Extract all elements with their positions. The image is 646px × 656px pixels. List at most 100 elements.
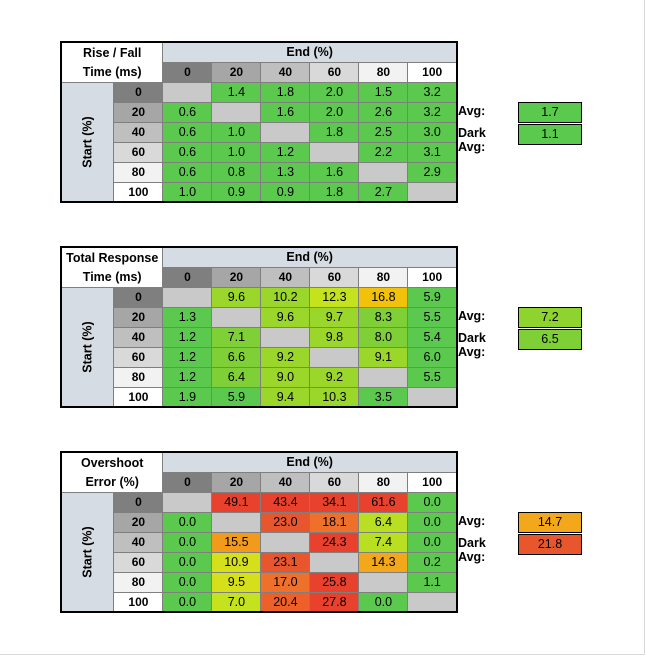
heatmap-cell: 61.6 [358,491,409,513]
row-header: 0 [113,286,164,308]
heatmap-cell: 9.6 [260,306,311,328]
heatmap-cell [358,571,409,593]
heatmap-cell: 0.6 [162,141,213,163]
heatmap-cell: 5.9 [407,286,458,308]
heatmap-cell: 5.5 [407,306,458,328]
table-title-line1: Rise / Fall [60,41,164,62]
column-header: 100 [407,471,458,493]
column-header: 0 [162,471,213,493]
heatmap-cell: 9.8 [309,326,360,348]
heatmap-table: Rise / Fall End (%) Time (ms) 0 20 40 60 80 100 S… [60,41,458,203]
column-header: 20 [211,61,262,83]
heatmap-cell: 1.6 [260,101,311,123]
heatmap-cell: 0.0 [358,591,409,613]
row-header: 100 [113,181,164,203]
heatmap-cell: 6.0 [407,346,458,368]
column-header: 60 [309,61,360,83]
row-header: 60 [113,551,164,573]
table-title-line2: Error (%) [60,472,164,493]
heatmap-cell: 34.1 [309,491,360,513]
dark-avg-label: Dark Avg: [458,126,486,154]
heatmap-cell: 9.5 [211,571,262,593]
heatmap-cell [260,121,311,143]
heatmap-cell: 1.8 [260,81,311,103]
heatmap-cell: 15.5 [211,531,262,553]
heatmap-cell: 1.8 [309,181,360,203]
column-header: 0 [162,266,213,288]
heatmap-cell: 2.9 [407,161,458,183]
heatmap-cell [260,531,311,553]
column-header: 100 [407,266,458,288]
heatmap-cell: 0.8 [211,161,262,183]
heatmap-cell [162,286,213,308]
row-header: 0 [113,491,164,513]
heatmap-cell: 0.0 [162,511,213,533]
heatmap-cell: 2.7 [358,181,409,203]
heatmap-cell: 5.4 [407,326,458,348]
heatmap-cell: 0.6 [162,121,213,143]
heatmap-cell: 7.4 [358,531,409,553]
heatmap-cell: 10.2 [260,286,311,308]
heatmap-cell: 7.0 [211,591,262,613]
heatmap-cell: 0.6 [162,161,213,183]
column-header: 40 [260,61,311,83]
y-axis-label: Start (%) [60,286,115,408]
column-header: 20 [211,266,262,288]
row-header: 100 [113,591,164,613]
heatmap-cell: 0.0 [162,531,213,553]
heatmap-cell: 1.5 [358,81,409,103]
column-header: 60 [309,471,360,493]
row-header: 0 [113,81,164,103]
heatmap-cell: 10.3 [309,386,360,408]
heatmap-cell: 1.6 [309,161,360,183]
x-axis-label: End (%) [162,451,458,473]
heatmap-cell: 24.3 [309,531,360,553]
heatmap-cell: 2.0 [309,81,360,103]
heatmap-cell [407,591,458,613]
row-header: 20 [113,306,164,328]
heatmap-cell: 1.2 [162,366,213,388]
heatmap-cell [309,346,360,368]
y-axis-label-text: Start (%) [80,321,95,373]
column-header: 80 [358,266,409,288]
heatmap-cell: 1.2 [162,346,213,368]
dark-avg-value: 21.8 [518,534,582,555]
table-block-1: Rise / Fall End (%) Time (ms) 0 20 40 60 80 100 S… [60,41,458,203]
row-header: 40 [113,121,164,143]
heatmap-cell [211,511,262,533]
row-header: 40 [113,326,164,348]
column-header: 0 [162,61,213,83]
heatmap-cell: 5.5 [407,366,458,388]
heatmap-cell: 3.5 [358,386,409,408]
heatmap-cell [260,326,311,348]
heatmap-cell: 49.1 [211,491,262,513]
row-header: 20 [113,101,164,123]
y-axis-label: Start (%) [60,81,115,203]
dark-avg-label: Dark Avg: [458,331,486,359]
heatmap-cell: 1.1 [407,571,458,593]
heatmap-cell: 9.1 [358,346,409,368]
heatmap-cell: 16.8 [358,286,409,308]
row-header: 60 [113,346,164,368]
heatmap-cell [407,386,458,408]
heatmap-cell: 2.5 [358,121,409,143]
heatmap-cell: 6.6 [211,346,262,368]
heatmap-cell: 1.9 [162,386,213,408]
heatmap-cell: 3.2 [407,101,458,123]
heatmap-cell: 5.9 [211,386,262,408]
table-title-line1: Total Response [60,246,164,267]
heatmap-cell: 6.4 [358,511,409,533]
y-axis-label-text: Start (%) [80,526,95,578]
heatmap-cell: 3.1 [407,141,458,163]
heatmap-cell: 7.1 [211,326,262,348]
heatmap-cell: 0.2 [407,551,458,573]
avg-value: 14.7 [518,512,582,533]
heatmap-cell [162,81,213,103]
table-block-2: Total Response End (%) Time (ms) 0 20 40 60 80 1… [60,246,458,408]
heatmap-cell: 1.2 [260,141,311,163]
heatmap-cell: 27.8 [309,591,360,613]
heatmap-cell: 0.0 [407,491,458,513]
heatmap-cell: 10.9 [211,551,262,573]
heatmap-cell: 0.0 [407,511,458,533]
heatmap-cell: 9.0 [260,366,311,388]
